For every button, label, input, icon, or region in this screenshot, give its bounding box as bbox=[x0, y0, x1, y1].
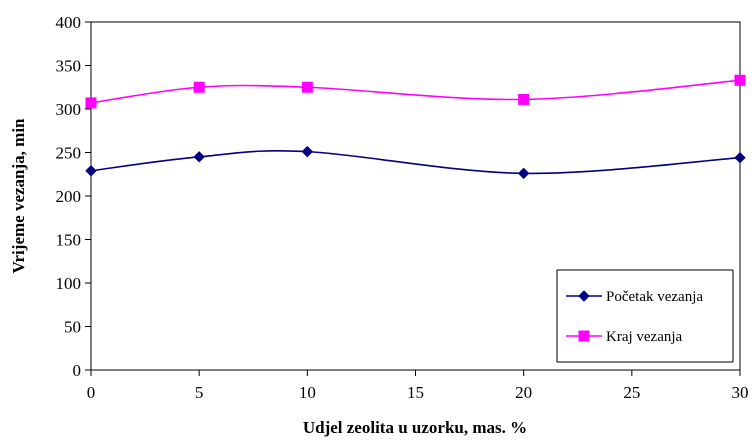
y-tick-label: 400 bbox=[56, 13, 82, 32]
y-tick-label: 150 bbox=[56, 231, 82, 250]
y-tick-label: 300 bbox=[56, 100, 82, 119]
x-tick-label: 25 bbox=[623, 383, 640, 402]
y-tick-label: 0 bbox=[73, 361, 82, 380]
legend-label-1: Početak vezanja bbox=[606, 289, 703, 305]
x-tick-label: 5 bbox=[195, 383, 204, 402]
series-2-point bbox=[301, 81, 313, 93]
legend-box bbox=[556, 269, 734, 363]
series-1-point bbox=[734, 152, 746, 164]
y-tick-label: 200 bbox=[56, 187, 82, 206]
series-1-point bbox=[193, 151, 205, 163]
legend-marker-1 bbox=[578, 290, 590, 302]
y-axis-title: Vrijeme vezanja, min bbox=[9, 118, 28, 274]
series-1-point bbox=[301, 145, 314, 158]
y-tick-label: 100 bbox=[56, 274, 82, 293]
series-2-point bbox=[734, 74, 746, 86]
legend-label-2: Kraj vezanja bbox=[606, 329, 683, 345]
x-tick-label: 0 bbox=[87, 383, 96, 402]
x-tick-label: 20 bbox=[515, 383, 532, 402]
x-tick-label: 15 bbox=[407, 383, 424, 402]
x-tick-label: 10 bbox=[299, 383, 316, 402]
y-axis-ticks: 0 50 100 150 200 250 300 350 400 bbox=[56, 13, 91, 380]
y-tick-label: 350 bbox=[56, 57, 82, 76]
series-line-1 bbox=[90, 150, 741, 175]
series-2-point bbox=[85, 97, 97, 109]
series-1-point bbox=[517, 167, 530, 180]
legend: Početak vezanja Kraj vezanja bbox=[556, 269, 734, 363]
series-line-2 bbox=[90, 79, 741, 104]
x-tick-label: 30 bbox=[732, 383, 749, 402]
y-tick-label: 250 bbox=[56, 144, 82, 163]
x-axis-title: Udjel zeolita u uzorku, mas. % bbox=[303, 418, 527, 437]
series-2-point bbox=[518, 93, 530, 105]
x-axis-ticks: 0 5 10 15 20 25 30 bbox=[87, 370, 749, 402]
y-tick-label: 50 bbox=[64, 318, 81, 337]
series-1-point bbox=[85, 165, 97, 177]
series-layer bbox=[85, 74, 746, 180]
series-2-point bbox=[193, 81, 205, 93]
legend-marker-2 bbox=[578, 330, 590, 342]
